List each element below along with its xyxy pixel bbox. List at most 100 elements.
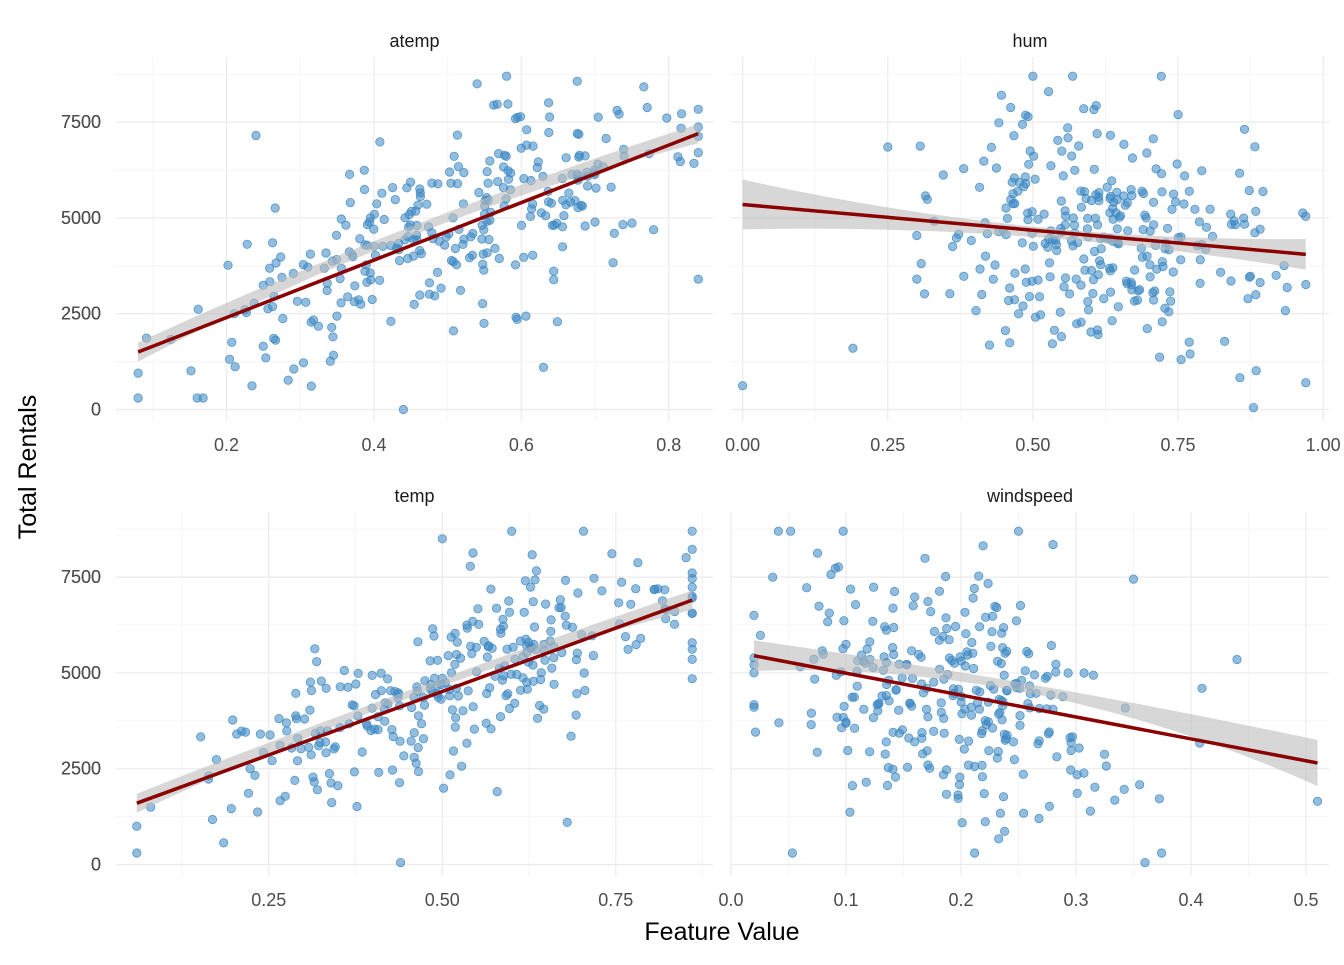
data-point (902, 762, 913, 772)
data-point (852, 681, 862, 691)
data-point (961, 629, 971, 639)
data-point (528, 250, 538, 260)
data-point (518, 673, 528, 683)
data-point (561, 153, 571, 163)
data-point (978, 541, 988, 551)
data-point (370, 689, 381, 700)
data-point (465, 561, 475, 571)
data-point (419, 700, 430, 710)
data-point (750, 727, 761, 737)
data-point (503, 99, 513, 109)
data-point (889, 586, 900, 597)
data-point (737, 381, 748, 391)
data-point (1106, 287, 1116, 297)
data-point (861, 777, 871, 787)
data-point (483, 178, 493, 188)
data-point (977, 772, 988, 782)
data-point (429, 631, 439, 641)
data-point (1006, 102, 1016, 113)
data-point (1001, 203, 1011, 213)
data-point (1195, 278, 1205, 288)
data-point (335, 682, 345, 692)
data-point (564, 188, 574, 198)
data-point (519, 252, 529, 262)
data-point (1033, 214, 1043, 224)
data-point (881, 737, 891, 747)
data-point (1180, 171, 1190, 181)
data-point (833, 562, 844, 572)
facet-panel-temp: 0.25 0.50 0.75 0 2500 5000 7500 temp (61, 486, 713, 910)
data-point (1271, 270, 1281, 280)
data-point (1018, 808, 1029, 818)
data-point (1076, 186, 1086, 196)
data-point (290, 775, 300, 786)
data-point (963, 760, 974, 770)
data-point (351, 679, 361, 689)
data-point (1142, 251, 1152, 261)
data-point (519, 174, 529, 184)
data-point (687, 573, 697, 584)
data-point (992, 602, 1002, 613)
data-point (404, 209, 414, 220)
data-point (959, 164, 969, 174)
data-point (528, 660, 538, 670)
data-point (1096, 260, 1106, 270)
data-point (282, 726, 292, 736)
data-point (298, 358, 309, 368)
data-point (462, 738, 472, 748)
data-point (561, 620, 572, 630)
data-point (359, 165, 369, 175)
data-point (572, 648, 582, 658)
data-point (956, 697, 966, 707)
data-point (905, 698, 915, 708)
y-tick-label: 0 (91, 855, 101, 875)
data-point (1055, 307, 1065, 317)
data-point (560, 611, 570, 621)
data-point (1060, 273, 1071, 283)
data-point (462, 623, 472, 633)
data-point (812, 548, 823, 558)
data-point (299, 714, 310, 724)
data-point (1176, 354, 1186, 365)
data-point (1171, 197, 1181, 207)
data-point (306, 685, 317, 696)
data-point (507, 526, 517, 536)
data-point (498, 162, 509, 172)
data-point (132, 821, 142, 831)
data-point (1113, 302, 1123, 312)
data-point (226, 803, 236, 814)
data-point (445, 770, 455, 780)
data-point (1079, 254, 1089, 264)
data-point (492, 786, 502, 797)
data-point (1010, 268, 1020, 278)
data-point (306, 317, 316, 327)
data-point (848, 343, 858, 353)
data-point (1043, 242, 1053, 252)
data-point (512, 314, 522, 324)
data-point (265, 730, 275, 740)
y-tick-label: 7500 (61, 567, 101, 587)
data-point (1157, 187, 1167, 197)
data-point (1105, 130, 1116, 140)
data-point (289, 364, 299, 374)
data-point (1172, 159, 1182, 169)
data-point (1009, 754, 1020, 765)
data-point (271, 258, 281, 268)
data-point (474, 619, 484, 630)
data-point (977, 760, 987, 770)
data-point (1005, 283, 1015, 293)
data-point (367, 670, 377, 681)
data-point (929, 677, 939, 687)
data-point (1056, 331, 1067, 342)
data-point (959, 271, 969, 281)
data-point (387, 765, 398, 775)
regression-line (137, 132, 699, 354)
y-tick-label: 0 (91, 400, 101, 420)
data-point (292, 756, 303, 766)
data-point (1068, 71, 1078, 81)
data-point (862, 644, 872, 654)
data-point (1042, 671, 1052, 681)
data-point (479, 318, 489, 328)
data-point (379, 214, 389, 225)
data-point (394, 778, 405, 788)
